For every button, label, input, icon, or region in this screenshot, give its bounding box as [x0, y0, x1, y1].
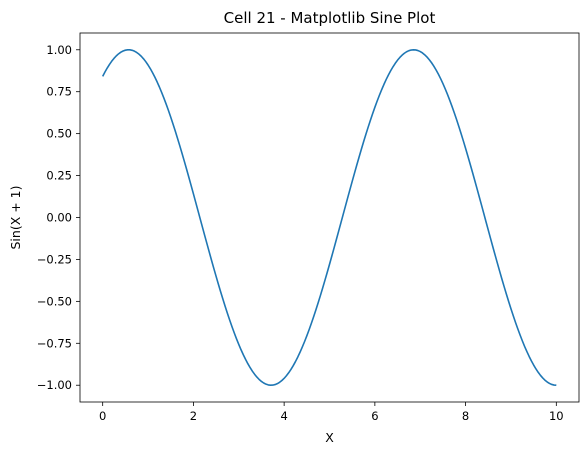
axes-spines — [79, 32, 580, 403]
y-tick-label: 0.50 — [46, 127, 72, 141]
axes-frame — [79, 32, 580, 403]
y-axis-label: Sin(X + 1) — [8, 185, 23, 249]
y-tick-label: 0.25 — [46, 169, 72, 183]
y-tick-label: 0.75 — [46, 85, 72, 99]
y-tick-label: 1.00 — [46, 43, 72, 57]
y-tick-label: −0.25 — [37, 252, 72, 266]
y-tick-label: −0.75 — [37, 336, 72, 350]
sine-series-line — [101, 48, 557, 387]
y-axis-ticks: 1.00 0.75 0.50 0.25 0.00 −0.25 −0.50 −0.75 −1.00 — [37, 43, 80, 392]
x-tick-label: 4 — [280, 409, 287, 423]
x-tick-label: 10 — [549, 409, 564, 423]
y-tick-label: −1.00 — [37, 378, 72, 392]
x-tick-label: 8 — [462, 409, 469, 423]
x-tick-label: 6 — [371, 409, 378, 423]
x-tick-label: 2 — [190, 409, 197, 423]
y-tick-label: 0.00 — [46, 211, 72, 225]
x-tick-label: 0 — [99, 409, 106, 423]
series-layer — [101, 48, 557, 387]
chart-title: Cell 21 - Matplotlib Sine Plot — [224, 9, 436, 27]
y-tick-label: −0.50 — [37, 294, 72, 308]
x-axis-label: X — [325, 430, 334, 445]
x-axis-ticks: 0 2 4 6 8 10 — [99, 402, 564, 423]
